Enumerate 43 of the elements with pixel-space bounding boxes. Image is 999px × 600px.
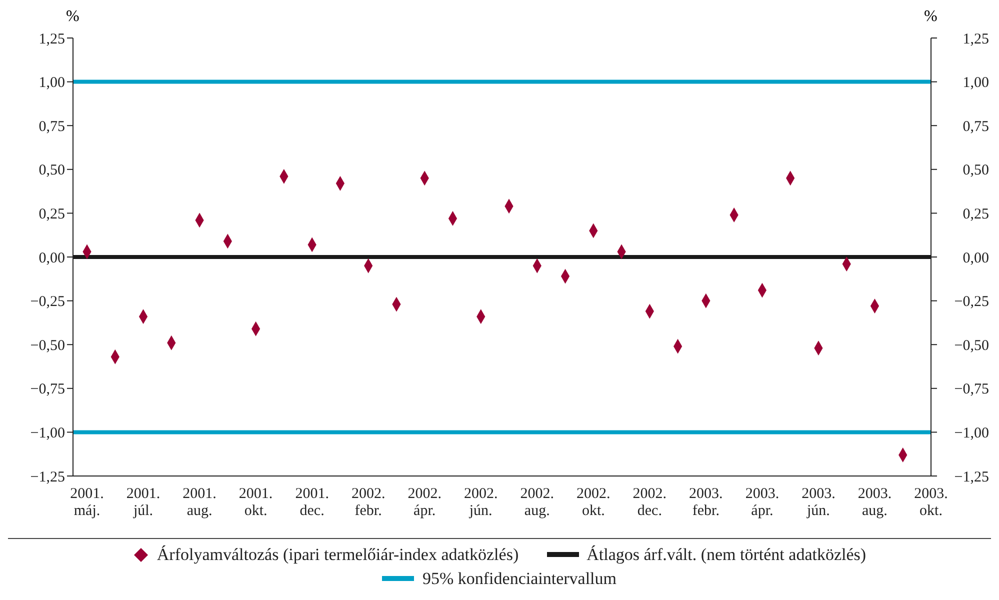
y-tick-label: 1,25 [38, 31, 65, 48]
y-tick-label: 0,25 [38, 206, 65, 223]
y2-tick-label: −1,25 [954, 469, 989, 486]
x-tick-label: 2002. dec. [632, 486, 667, 519]
y2-tick-label: 0,50 [962, 162, 989, 179]
x-tick-label: 2001. júl. [126, 486, 160, 519]
y-tick-label: −0,75 [30, 382, 65, 398]
x-tick-label: 2002. okt. [576, 486, 610, 519]
x-tick-label: 2001. aug. [182, 486, 216, 519]
x-tick-label: 2003. aug. [858, 486, 892, 519]
legend-label: Árfolyamváltozás (ipari termelőiár-index adatközlés) [156, 545, 519, 565]
x-tick-label: 2003. okt. [914, 486, 948, 519]
y-tick-label: −0,25 [30, 294, 65, 310]
x-tick-label: 2001. máj. [70, 486, 104, 519]
y-tick-label: 0,75 [38, 118, 65, 135]
x-tick-label: 2002. aug. [520, 486, 554, 519]
x-tick-label: 2002. febr. [351, 486, 386, 519]
y2-tick-label: 1,00 [962, 75, 989, 92]
y-tick-label: −1,00 [30, 426, 65, 442]
y-tick-label: 1,00 [38, 75, 65, 92]
y2-tick-label: 0,75 [962, 118, 989, 135]
y-tick-label: 0,50 [38, 162, 65, 179]
x-tick-label: 2002. ápr. [408, 486, 442, 519]
y-axis-title: % [66, 8, 80, 26]
legend-label: 95% konfidenciaintervallum [422, 569, 617, 589]
x-tick-label: 2002. jún. [464, 486, 498, 519]
y-tick-label: −0,50 [30, 338, 65, 354]
y2-tick-label: −0,50 [954, 338, 989, 354]
y2-tick-label: −0,25 [954, 294, 989, 310]
x-tick-label: 2001. okt. [238, 486, 273, 519]
y-tick-label: 0,00 [38, 250, 65, 266]
y2-tick-label: −0,75 [954, 382, 989, 398]
y2-tick-label: 0,25 [962, 206, 989, 223]
legend-label: Átlagos árf.vált. (nem történt adatközlés) [586, 545, 866, 565]
x-tick-label: 2003. febr. [689, 486, 723, 519]
y2-tick-label: 1,25 [962, 31, 989, 48]
x-tick-label: 2003. jún. [802, 486, 836, 519]
y2-tick-label: 0,00 [962, 250, 989, 266]
x-tick-label: 2001. dec. [295, 486, 329, 519]
y-tick-label: −1,25 [30, 469, 65, 486]
y2-axis-title: % [924, 8, 938, 26]
x-tick-label: 2003. ápr. [745, 486, 780, 519]
y2-tick-label: −1,00 [954, 426, 989, 442]
